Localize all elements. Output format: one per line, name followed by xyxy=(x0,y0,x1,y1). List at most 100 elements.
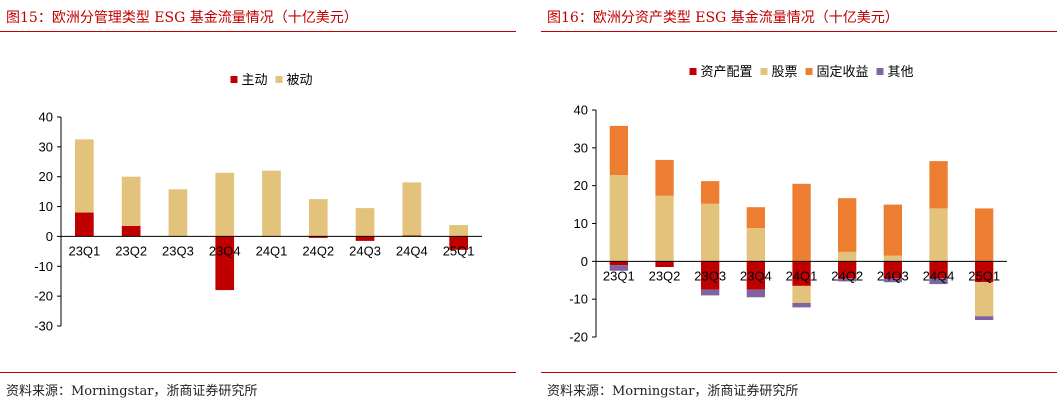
bar-24Q2-3 xyxy=(838,278,857,282)
bar-25Q1-0 xyxy=(449,236,468,250)
x-tick-label: 24Q2 xyxy=(831,268,863,283)
bar-24Q4-0 xyxy=(929,261,948,279)
legend-swatch-0 xyxy=(230,76,238,83)
fund-flow-by-management-chart: 主动 被动 40 30 20 10 0 -10 -20 -30 23Q1 23Q2 23Q3 23Q4 24… xyxy=(34,72,482,334)
x-tick-label: 24Q3 xyxy=(349,243,381,258)
y-axis: 40 30 20 10 0 -10 -20 -30 xyxy=(34,110,62,334)
legend-swatch-0 xyxy=(689,68,697,75)
y-tick-label: -10 xyxy=(569,292,588,307)
bar-23Q2-2 xyxy=(655,159,674,196)
bar-24Q2-0 xyxy=(838,261,857,279)
legend-label-0: 资产配置 xyxy=(701,64,753,79)
bars xyxy=(75,139,468,291)
y-tick-label: 30 xyxy=(39,139,53,154)
bar-23Q3-1 xyxy=(168,189,188,237)
y-tick-label: 40 xyxy=(574,103,588,118)
source-note: 资料来源：Morningstar，浙商证券研究所 xyxy=(6,384,258,399)
x-tick-label: 23Q2 xyxy=(115,243,147,258)
legend-swatch-1 xyxy=(275,76,283,83)
bar-25Q1-1 xyxy=(449,225,468,237)
legend-label-2: 固定收益 xyxy=(817,64,869,79)
bar-23Q2-1 xyxy=(655,195,674,262)
bar-24Q3-1 xyxy=(883,255,902,262)
bar-24Q2-0 xyxy=(308,236,328,238)
x-tick-label: 24Q1 xyxy=(786,268,818,283)
x-tick-label: 23Q1 xyxy=(603,268,635,283)
bar-23Q1-1 xyxy=(609,175,628,262)
bars xyxy=(609,125,994,320)
bar-23Q1-0 xyxy=(75,212,94,237)
bar-25Q1-3 xyxy=(975,316,994,320)
y-tick-label: -10 xyxy=(34,259,53,274)
bar-24Q1-1 xyxy=(792,285,811,303)
bar-24Q2-1 xyxy=(838,251,857,262)
bar-25Q1-1 xyxy=(975,282,994,317)
x-axis: 23Q1 23Q2 23Q3 23Q4 24Q1 24Q2 24Q3 24Q4 25Q1 xyxy=(596,260,1007,283)
x-tick-label: 23Q4 xyxy=(740,268,772,283)
bar-24Q1-1 xyxy=(262,170,281,237)
y-tick-label: 10 xyxy=(574,216,588,231)
bar-24Q3-1 xyxy=(355,208,375,237)
bar-23Q1-3 xyxy=(609,265,628,271)
bar-24Q4-2 xyxy=(929,161,948,209)
legend-label-1: 股票 xyxy=(772,64,798,79)
y-tick-label: 10 xyxy=(39,199,53,214)
y-tick-label: 0 xyxy=(581,254,588,269)
x-tick-label: 23Q3 xyxy=(162,243,194,258)
bar-24Q4-3 xyxy=(929,278,948,285)
bar-23Q3-1 xyxy=(701,203,720,262)
bar-23Q2-1 xyxy=(121,176,141,226)
legend: 资产配置 股票 固定收益 其他 xyxy=(689,64,914,79)
bar-23Q3-3 xyxy=(701,289,720,296)
bar-24Q3-0 xyxy=(883,261,902,279)
legend-label-0: 主动 xyxy=(242,72,268,87)
bar-23Q1-1 xyxy=(75,139,94,213)
x-tick-label: 25Q1 xyxy=(968,268,1000,283)
x-tick-label: 24Q4 xyxy=(396,243,428,258)
bar-24Q1-0 xyxy=(792,261,811,286)
y-tick-label: -30 xyxy=(34,319,53,334)
x-axis: 23Q1 23Q2 23Q3 23Q4 24Q1 24Q2 24Q3 24Q4 25Q1 xyxy=(61,235,482,258)
bar-23Q4-2 xyxy=(746,207,765,228)
legend-swatch-3 xyxy=(876,68,884,75)
y-tick-label: 40 xyxy=(39,110,53,125)
y-tick-label: 20 xyxy=(574,178,588,193)
bar-24Q2-1 xyxy=(308,199,328,237)
title-rule xyxy=(541,31,1057,32)
bar-24Q3-3 xyxy=(883,278,902,283)
x-tick-label: 23Q4 xyxy=(209,243,241,258)
x-tick-label: 24Q4 xyxy=(923,268,955,283)
x-tick-label: 23Q3 xyxy=(694,268,726,283)
title-rule xyxy=(0,31,516,32)
bar-23Q3-0 xyxy=(701,261,720,290)
figure-title: 图15：欧洲分管理类型 ESG 基金流量情况（十亿美元） xyxy=(6,10,358,26)
bar-23Q1-2 xyxy=(609,125,628,176)
chart-panel-left: 图15：欧洲分管理类型 ESG 基金流量情况（十亿美元） 主动 被动 40 30 20 1… xyxy=(0,0,516,404)
y-tick-label: 20 xyxy=(39,169,53,184)
bar-23Q3-2 xyxy=(701,181,720,204)
bar-25Q1-2 xyxy=(975,208,994,262)
bar-23Q4-0 xyxy=(746,261,765,290)
bar-24Q2-2 xyxy=(838,198,857,252)
bar-24Q1-2 xyxy=(792,183,811,262)
bar-23Q2-0 xyxy=(655,261,674,267)
x-tick-label: 24Q1 xyxy=(256,243,288,258)
y-tick-label: -20 xyxy=(569,330,588,345)
bar-24Q3-0 xyxy=(355,236,375,241)
chart-panel-right: 图16：欧洲分资产类型 ESG 基金流量情况（十亿美元） 资产配置 股票 固定收益 其… xyxy=(541,0,1057,404)
y-axis: 40 30 20 10 0 -10 -20 xyxy=(569,103,597,345)
legend-label-3: 其他 xyxy=(888,64,914,79)
x-tick-label: 25Q1 xyxy=(443,243,475,258)
bar-24Q1-3 xyxy=(792,302,811,308)
legend-swatch-2 xyxy=(805,68,813,75)
bar-23Q4-0 xyxy=(215,236,235,291)
bar-24Q4-1 xyxy=(929,208,948,262)
source-rule xyxy=(541,372,1057,373)
x-tick-label: 23Q2 xyxy=(649,268,681,283)
bar-25Q1-0 xyxy=(975,261,994,283)
bar-23Q2-0 xyxy=(121,226,141,237)
y-tick-label: 0 xyxy=(46,229,53,244)
x-tick-label: 23Q1 xyxy=(68,243,100,258)
source-note: 资料来源：Morningstar，浙商证券研究所 xyxy=(547,384,799,399)
